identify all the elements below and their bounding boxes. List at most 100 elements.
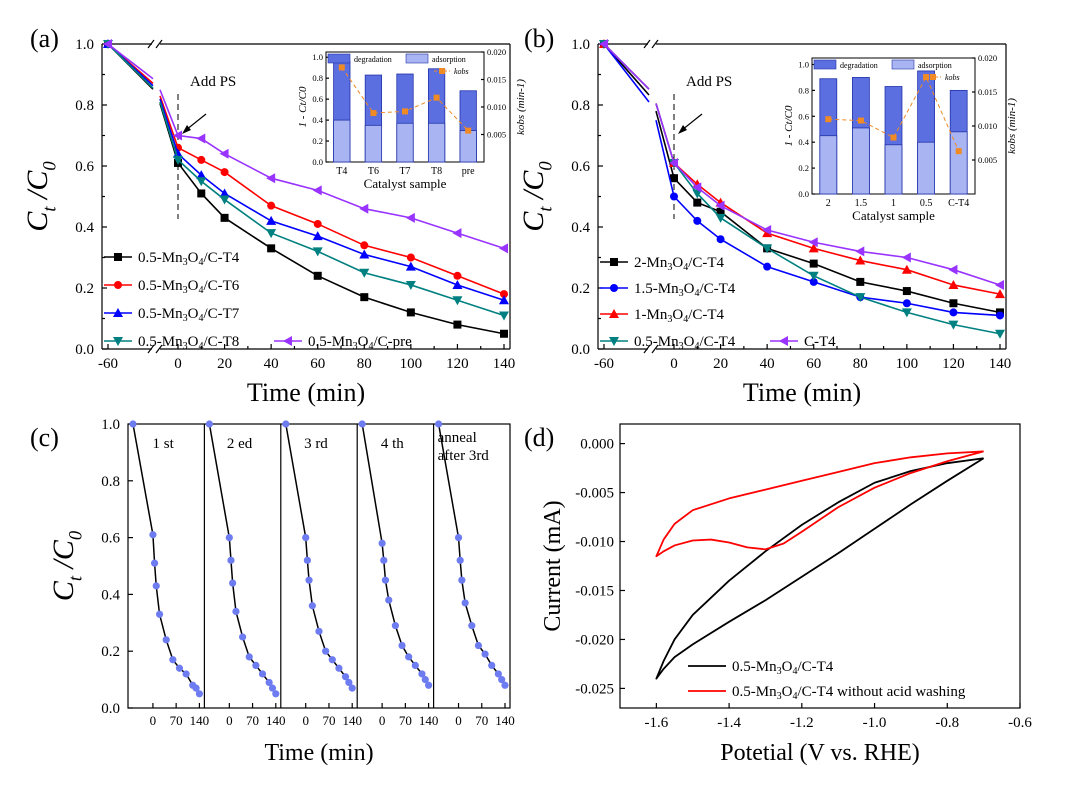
legend-label-part: O [188,334,199,350]
y-axis-label-part: 0 [65,530,86,540]
data-point [313,219,322,228]
cycle-label: 3 rd [304,436,328,452]
inset-x-tick-label: T8 [431,166,442,177]
data-point [266,229,277,239]
data-point [155,610,164,618]
inset-kobs-point [955,148,962,155]
legend-label-part: 0.5- [732,659,756,675]
legend-label-part: 3 [667,314,672,325]
inset-y-tick-label: 0.6 [312,94,323,104]
legend-label: 0.5-Mn3O4/C-T4 [138,250,240,268]
data-point [328,656,336,664]
inset-y-tick-label: 0.6 [798,111,809,121]
data-point [405,653,413,661]
data-point [113,308,123,317]
legend-label-part: 0.5- [634,334,658,350]
data-point [902,287,911,296]
y-tick-label: -0.020 [575,632,614,648]
panel-label: (d) [524,423,554,452]
legend-label: 0.5-Mn3O4/C-T8 [138,334,239,352]
x-tick-label: 60 [806,356,821,372]
series-line-break [159,98,179,155]
data-point [452,296,463,306]
y-tick-label: 0.6 [571,159,590,175]
series-line-pre [107,43,154,80]
cycle-line [132,423,201,695]
data-point [360,293,369,302]
data-point [359,203,369,214]
x-tick-label: -60 [594,356,614,372]
inset-y2-tick-label: 0.005 [978,155,997,165]
x-tick-label: 100 [400,356,423,372]
data-point [405,261,416,271]
legend-label-part: Mn [332,334,353,350]
y-axis-label-part: 0 [39,161,60,171]
inset-y-tick-label: 0.0 [312,157,323,167]
legend-label-part: 4 [694,288,699,299]
x-tick-label: 140 [493,356,516,372]
inset-legend-kobs-marker [930,74,936,80]
data-point [129,420,137,428]
legend-label-part: 0.5- [138,250,162,266]
legend-label-part: O [358,334,369,350]
data-point [901,252,911,263]
legend-label-part: 1- [634,307,647,323]
data-point [458,576,466,584]
data-point [173,148,183,158]
series-line-break [655,110,675,179]
x-tick-label: -1.2 [790,715,814,731]
series-line-pre [603,43,650,103]
x-tick-label: 40 [760,356,775,372]
data-point [359,268,370,278]
legend-label-part: 4 [198,257,203,268]
cv-curve-0 [655,457,985,680]
data-point [901,308,912,318]
cv-curve-1 [655,450,984,558]
legend-label-part: 3 [183,285,188,296]
y-tick-label: 0.2 [75,281,94,297]
data-point [197,155,206,164]
inset-x-axis-label: Catalyst sample [364,176,447,191]
data-point [456,556,464,564]
data-point [610,258,618,266]
x-axis-label: Time (min) [264,740,373,766]
x-tick-label: 70 [399,713,412,728]
inset-x-tick-label: T6 [368,166,379,177]
y-axis-label-part: t [535,206,556,212]
inset-y2-tick-label: 0.010 [978,121,997,131]
data-point [196,177,207,187]
add-ps-arrow [681,113,703,131]
data-point [809,259,818,268]
series-4 [103,39,508,254]
cycle-label: 1 st [153,436,175,452]
data-point [452,279,463,289]
data-point [715,200,725,211]
legend-label: 0.5-Mn3O4/C-T6 [138,278,240,296]
data-point [173,130,182,141]
data-point [499,295,509,305]
inset-kobs-point [465,127,472,134]
data-point [808,271,819,281]
inset-legend-swatch-degradation [327,53,351,64]
y-tick-label: 1.0 [75,37,94,53]
axis-break-mark [147,344,155,354]
legend-label-part: 3 [679,288,684,299]
data-point [948,264,958,275]
data-point [452,228,462,239]
x-tick-label: 0 [226,713,233,728]
x-tick-label: 60 [310,356,325,372]
legend-label-part: 4 [792,666,797,677]
x-tick-label: 140 [989,356,1012,372]
legend-label-part: O [672,255,683,271]
inset-y-axis-label: 1 - Ct/C0 [297,86,309,127]
data-point [149,531,157,539]
legend-label-part: O [672,307,683,323]
inset-bar-adsorption [917,141,935,195]
data-point [219,188,230,198]
data-point [856,277,865,286]
data-point [499,243,508,254]
data-point [692,189,703,199]
data-point [169,656,177,664]
inset-y-tick-label: 0.8 [312,73,323,83]
